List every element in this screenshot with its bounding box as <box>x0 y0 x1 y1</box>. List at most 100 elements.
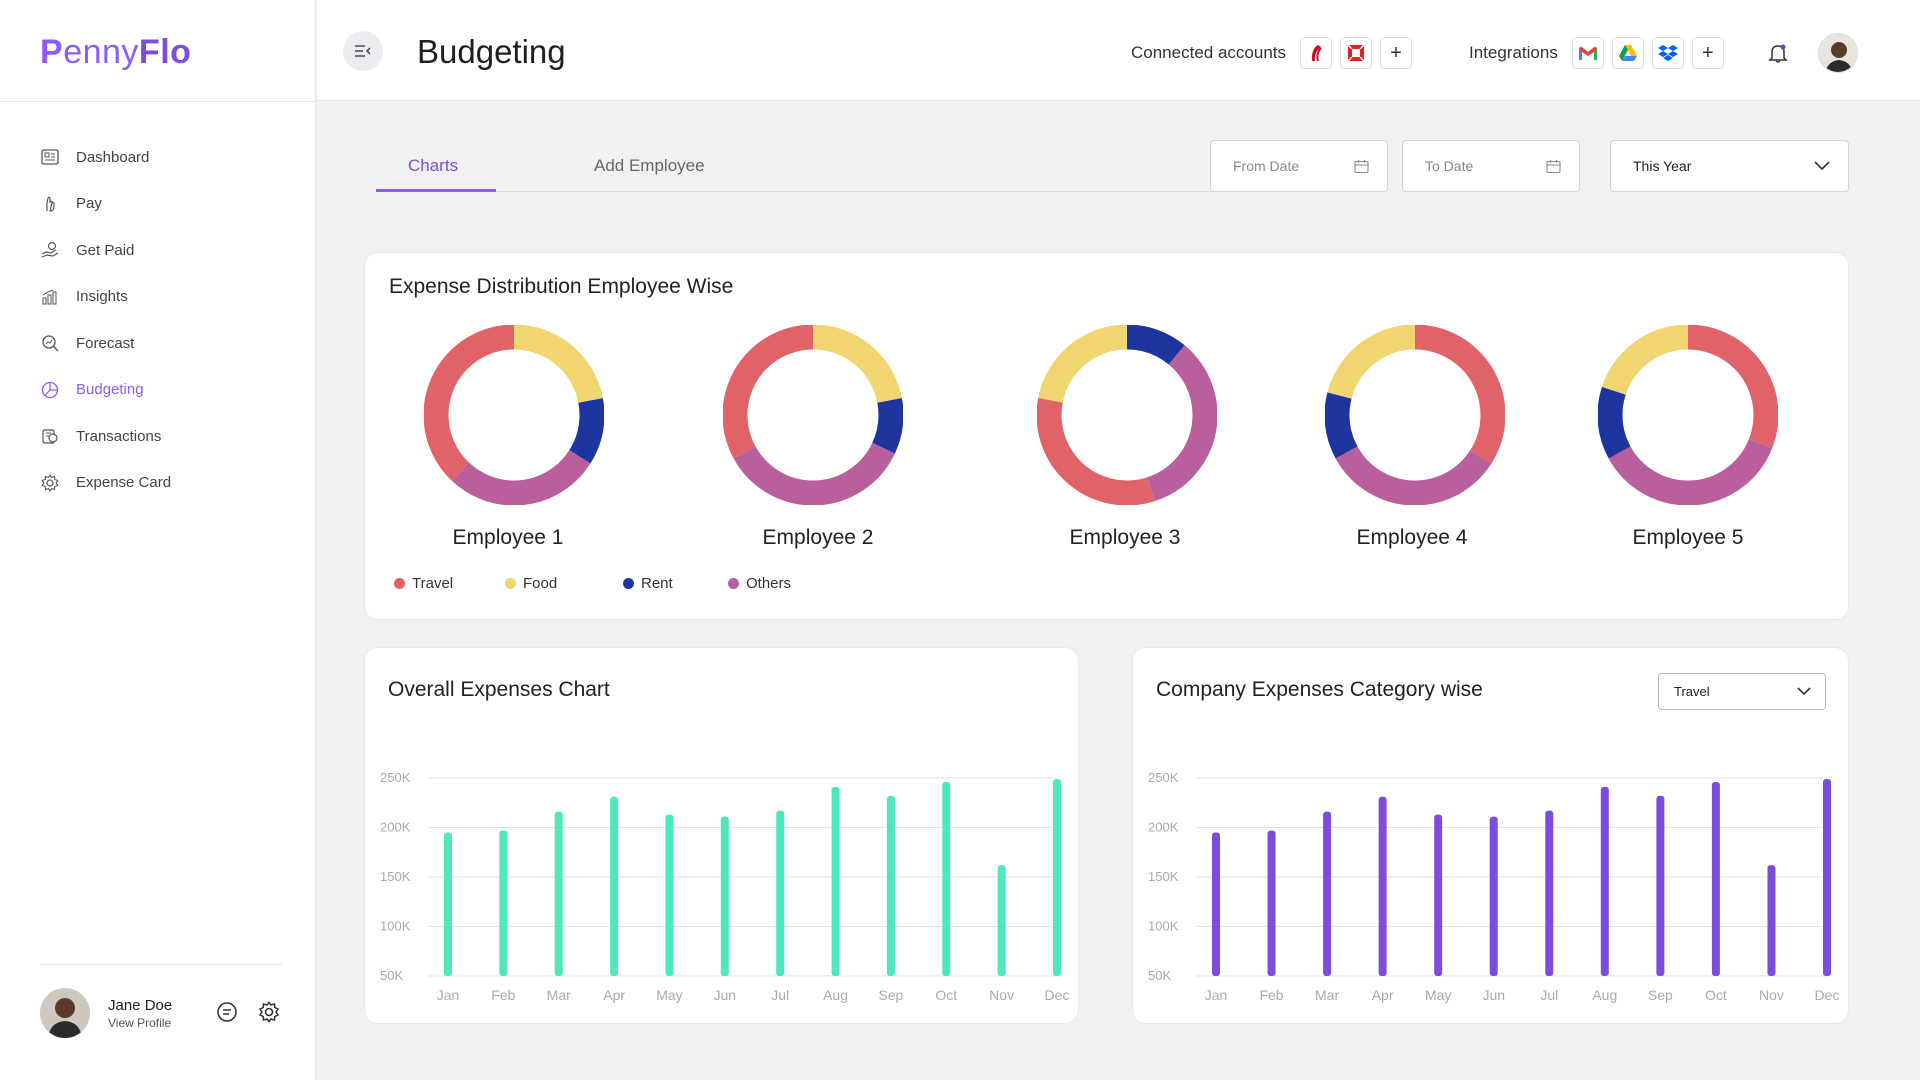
tab-add-employee[interactable]: Add Employee <box>594 156 705 175</box>
donut-slice-rent <box>424 325 604 505</box>
bar-feb[interactable] <box>499 830 508 976</box>
sidebar-item-forecast[interactable]: Forecast <box>40 320 171 367</box>
y-tick-label: 200K <box>380 820 411 835</box>
x-tick-label: Feb <box>491 987 515 1003</box>
header-avatar[interactable] <box>1818 33 1858 73</box>
bank-account-1-icon[interactable] <box>1300 37 1332 69</box>
bar-oct[interactable] <box>1711 781 1720 976</box>
legend-dot <box>728 578 739 589</box>
dropbox-icon[interactable] <box>1651 37 1684 69</box>
bar-apr[interactable] <box>610 796 619 976</box>
x-tick-label: Oct <box>935 987 957 1003</box>
y-tick-label: 50K <box>380 968 403 983</box>
legend-dot <box>623 578 634 589</box>
sidebar-item-budgeting[interactable]: Budgeting <box>40 367 171 414</box>
donut-slice-travel <box>424 325 604 505</box>
employee-5-label: Employee 5 <box>1632 526 1744 549</box>
donut-employee-2 <box>723 325 903 505</box>
from-date-field[interactable]: From Date <box>1210 140 1388 192</box>
bar-oct[interactable] <box>942 781 951 976</box>
bar-sep[interactable] <box>886 795 895 976</box>
x-tick-label: Sep <box>1648 987 1673 1003</box>
tab-charts[interactable]: Charts <box>408 156 459 175</box>
sidebar-item-get-paid[interactable]: Get Paid <box>40 227 171 274</box>
donut-slice-travel <box>723 325 903 505</box>
category-select[interactable]: Travel <box>1658 673 1826 710</box>
add-account-button[interactable]: + <box>1380 37 1412 69</box>
x-tick-label: Nov <box>989 987 1014 1003</box>
pay-hand-icon <box>40 194 60 214</box>
x-tick-label: Oct <box>1705 987 1727 1003</box>
bank-account-2-icon[interactable] <box>1340 37 1372 69</box>
settings-gear-icon[interactable] <box>257 1000 281 1024</box>
logo-p: P <box>40 32 64 71</box>
bar-mar[interactable] <box>554 811 563 976</box>
bar-aug[interactable] <box>1600 786 1609 976</box>
bar-mar[interactable] <box>1323 811 1332 976</box>
bar-apr[interactable] <box>1378 796 1387 976</box>
x-tick-label: Mar <box>1315 987 1339 1003</box>
bar-jan[interactable] <box>444 832 452 976</box>
bar-jun[interactable] <box>720 816 729 976</box>
bar-jan[interactable] <box>1212 832 1220 976</box>
sidebar-item-expense-card[interactable]: Expense Card <box>40 460 171 507</box>
sidebar-item-pay[interactable]: Pay <box>40 181 171 228</box>
google-drive-icon[interactable] <box>1611 37 1644 69</box>
x-tick-label: Dec <box>1815 987 1840 1003</box>
add-integration-button[interactable]: + <box>1691 37 1724 69</box>
bar-dec[interactable] <box>1823 778 1831 976</box>
chat-icon[interactable] <box>215 1000 239 1024</box>
plus-icon: + <box>1390 41 1402 64</box>
sidebar-item-transactions[interactable]: Transactions <box>40 413 171 460</box>
bar-feb[interactable] <box>1267 830 1276 976</box>
sidebar-item-label: Pay <box>76 195 102 213</box>
employee-1-label: Employee 1 <box>452 526 564 549</box>
bar-aug[interactable] <box>831 786 840 976</box>
sidebar-item-label: Forecast <box>76 334 135 352</box>
bar-jun[interactable] <box>1489 816 1498 976</box>
y-tick-label: 100K <box>1148 919 1179 934</box>
donut-slice-others <box>1325 325 1505 505</box>
sidebar-item-dashboard[interactable]: Dashboard <box>40 134 171 181</box>
gmail-icon[interactable] <box>1571 37 1604 69</box>
connected-accounts-label: Connected accounts <box>1131 43 1286 62</box>
user-profile[interactable]: Jane Doe View Profile <box>40 988 172 1038</box>
bar-may[interactable] <box>665 814 674 976</box>
bar-nov[interactable] <box>1767 865 1776 976</box>
bar-jul[interactable] <box>1545 810 1554 976</box>
bar-may[interactable] <box>1434 814 1443 976</box>
y-tick-label: 100K <box>380 919 411 934</box>
sidebar-nav: Dashboard Pay Get Paid Insights Forecast… <box>40 134 171 506</box>
legend-label: Others <box>746 575 792 592</box>
period-select[interactable]: This Year <box>1610 140 1849 192</box>
legend-label: Food <box>523 575 558 592</box>
legend-others: Others <box>728 575 791 592</box>
bar-dec[interactable] <box>1053 778 1061 976</box>
overall-expenses-bar-chart: 250K 200K 150K 100K 50K Jan Feb Mar Apr May Jun Jul… <box>380 770 1069 1003</box>
plus-icon: + <box>1702 41 1714 64</box>
bar-nov[interactable] <box>997 865 1006 976</box>
integrations-label: Integrations <box>1469 43 1558 62</box>
sidebar-item-label: Dashboard <box>76 148 150 166</box>
y-tick-label: 50K <box>1148 968 1171 983</box>
notification-bell-icon[interactable] <box>1765 40 1791 66</box>
divider <box>40 964 282 965</box>
active-tab-indicator <box>376 189 496 192</box>
x-tick-label: Nov <box>1759 987 1784 1003</box>
donut-slice-others <box>1598 325 1778 505</box>
dashboard-icon <box>40 147 60 167</box>
x-tick-label: Jun <box>1482 987 1505 1003</box>
bar-jul[interactable] <box>776 810 785 976</box>
x-tick-label: Jun <box>714 987 737 1003</box>
x-tick-label: Jan <box>437 987 460 1003</box>
collapse-menu-button[interactable] <box>343 31 383 71</box>
to-date-field[interactable]: To Date <box>1402 140 1580 192</box>
donut-employee-4 <box>1325 325 1505 505</box>
view-profile-link[interactable]: View Profile <box>108 1015 172 1030</box>
bar-sep[interactable] <box>1656 795 1665 976</box>
sidebar-item-insights[interactable]: Insights <box>40 274 171 321</box>
profile-name: Jane Doe <box>108 996 173 1014</box>
avatar[interactable] <box>40 988 90 1038</box>
to-date-placeholder: To Date <box>1425 158 1474 174</box>
